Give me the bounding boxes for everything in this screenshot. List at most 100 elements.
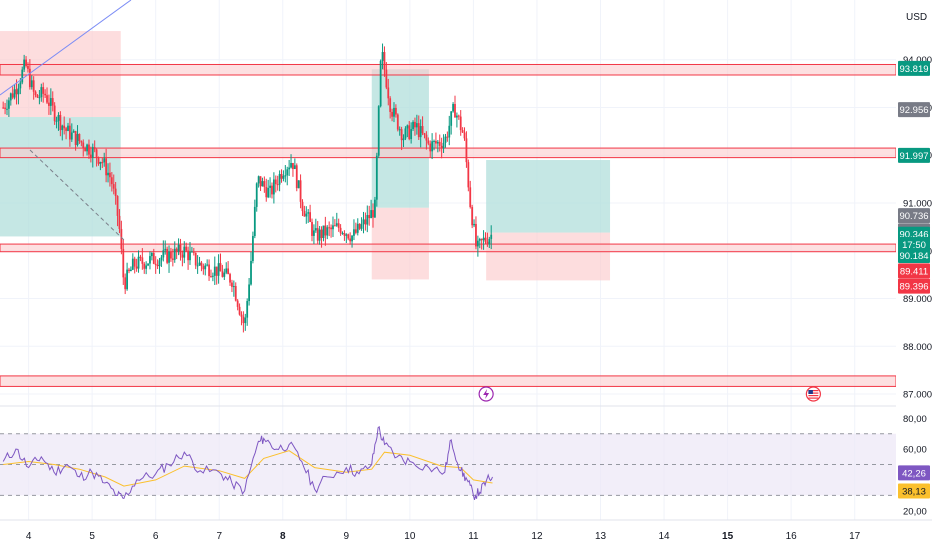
price-badge-label: 93.819 [899,64,928,75]
candle-body-down [423,133,426,135]
candle-body-up [147,263,149,266]
horizontal-zone[interactable] [0,63,897,76]
candle-body-down [42,87,45,94]
candle-body-down [389,98,392,112]
trend-line[interactable] [0,0,132,96]
candle-body-up [313,230,315,236]
time-tick-label: 11 [468,531,479,542]
candle-body-up [406,125,409,129]
candle-body-down [271,185,273,195]
candle-body-up [326,227,329,236]
candle-body-down [435,140,437,144]
candle-body-up [290,163,292,168]
price-badge [898,102,930,118]
candle-body-up [415,123,418,128]
candle-body-up [332,225,334,230]
candle-body-down [303,211,306,217]
horizontal-zone[interactable] [0,147,897,159]
candle-body-down [311,221,313,236]
flag-stripe [808,395,819,397]
candle-body-down [259,176,262,187]
price-badges: 93.81992.95691.99790.73690.41690.34617:5… [898,60,930,294]
candle-body-down [227,268,230,275]
candle-body-up [267,187,270,198]
price-tick-label: 88.000 [903,342,932,353]
position-boxes[interactable] [0,31,611,281]
candle-body-up [164,248,167,251]
candle-body-up [158,260,161,267]
candle-body-down [154,263,157,265]
candle-body-down [471,207,474,226]
candle-body-up [250,260,252,285]
candle-body-up [490,234,493,239]
candle-body-up [177,244,180,252]
candle-body-down [192,251,195,253]
candle-body-up [255,183,258,207]
candle-body-up [478,239,481,241]
candle-body-down [265,187,268,198]
candle-body-down [139,256,142,258]
candle-body-down [465,138,468,163]
candle-body-down [80,141,83,143]
target-box[interactable] [0,117,121,237]
candle-body-down [110,177,113,185]
candle-body-up [360,224,363,229]
candle-body-up [297,180,300,189]
candle-body-down [333,225,336,227]
candle-body-down [11,93,14,98]
candle-body-down [461,130,464,133]
candle-body-down [82,142,85,149]
candle-body-up [30,80,33,88]
candle-body-up [55,120,58,122]
candle-body-up [173,248,176,260]
candle-body-down [187,250,189,261]
price-badge-label: 89.396 [899,282,928,293]
candle-body-up [419,126,422,138]
candle-body-up [204,265,207,270]
event-markers[interactable] [478,386,821,402]
candle-body-down [484,237,487,242]
candle-body-down [459,116,462,131]
time-axis[interactable]: 4 5 6 7 8 9 10 11 12 13 14 15 16 17 [0,519,932,542]
candle-body-down [372,210,374,218]
candle-body-up [375,155,378,200]
candle-body-up [21,69,24,83]
candle-body-up [86,144,88,152]
price-badge [898,208,930,224]
candle-body-down [339,227,342,234]
horizontal-zone[interactable] [0,243,897,253]
candle-body-up [261,181,264,187]
candle-body-down [171,258,174,260]
target-box[interactable] [486,160,611,233]
candle-body-down [215,266,218,276]
candle-body-up [23,59,26,70]
candle-body-down [185,246,188,251]
time-tick-label: 7 [216,531,222,542]
candle-body-up [130,269,132,272]
candle-body-down [408,125,411,140]
stop-box[interactable] [486,232,611,281]
candle-body-down [63,125,66,129]
candle-body-down [2,107,5,109]
candle-body-up [353,229,355,236]
candle-body-down [400,129,403,141]
candle-body-down [438,141,441,146]
candle-body-down [175,248,178,252]
candle-body-down [234,286,237,301]
candle-body-down [229,274,231,283]
candle-body-up [488,238,491,245]
candle-body-down [141,257,144,264]
candle-body-down [133,258,136,267]
candle-body-up [307,212,310,214]
candle-body-up [452,103,454,112]
dashed-trend-line[interactable] [29,149,125,241]
time-tick-label: 5 [89,531,95,542]
candle-body-down [105,158,108,176]
price-badge [898,60,930,76]
candle-body-down [486,241,489,245]
price-badge-label: 91.997 [899,151,928,162]
candle-body-up [9,93,12,101]
candle-body-down [354,229,357,233]
horizontal-zone[interactable] [0,375,897,387]
